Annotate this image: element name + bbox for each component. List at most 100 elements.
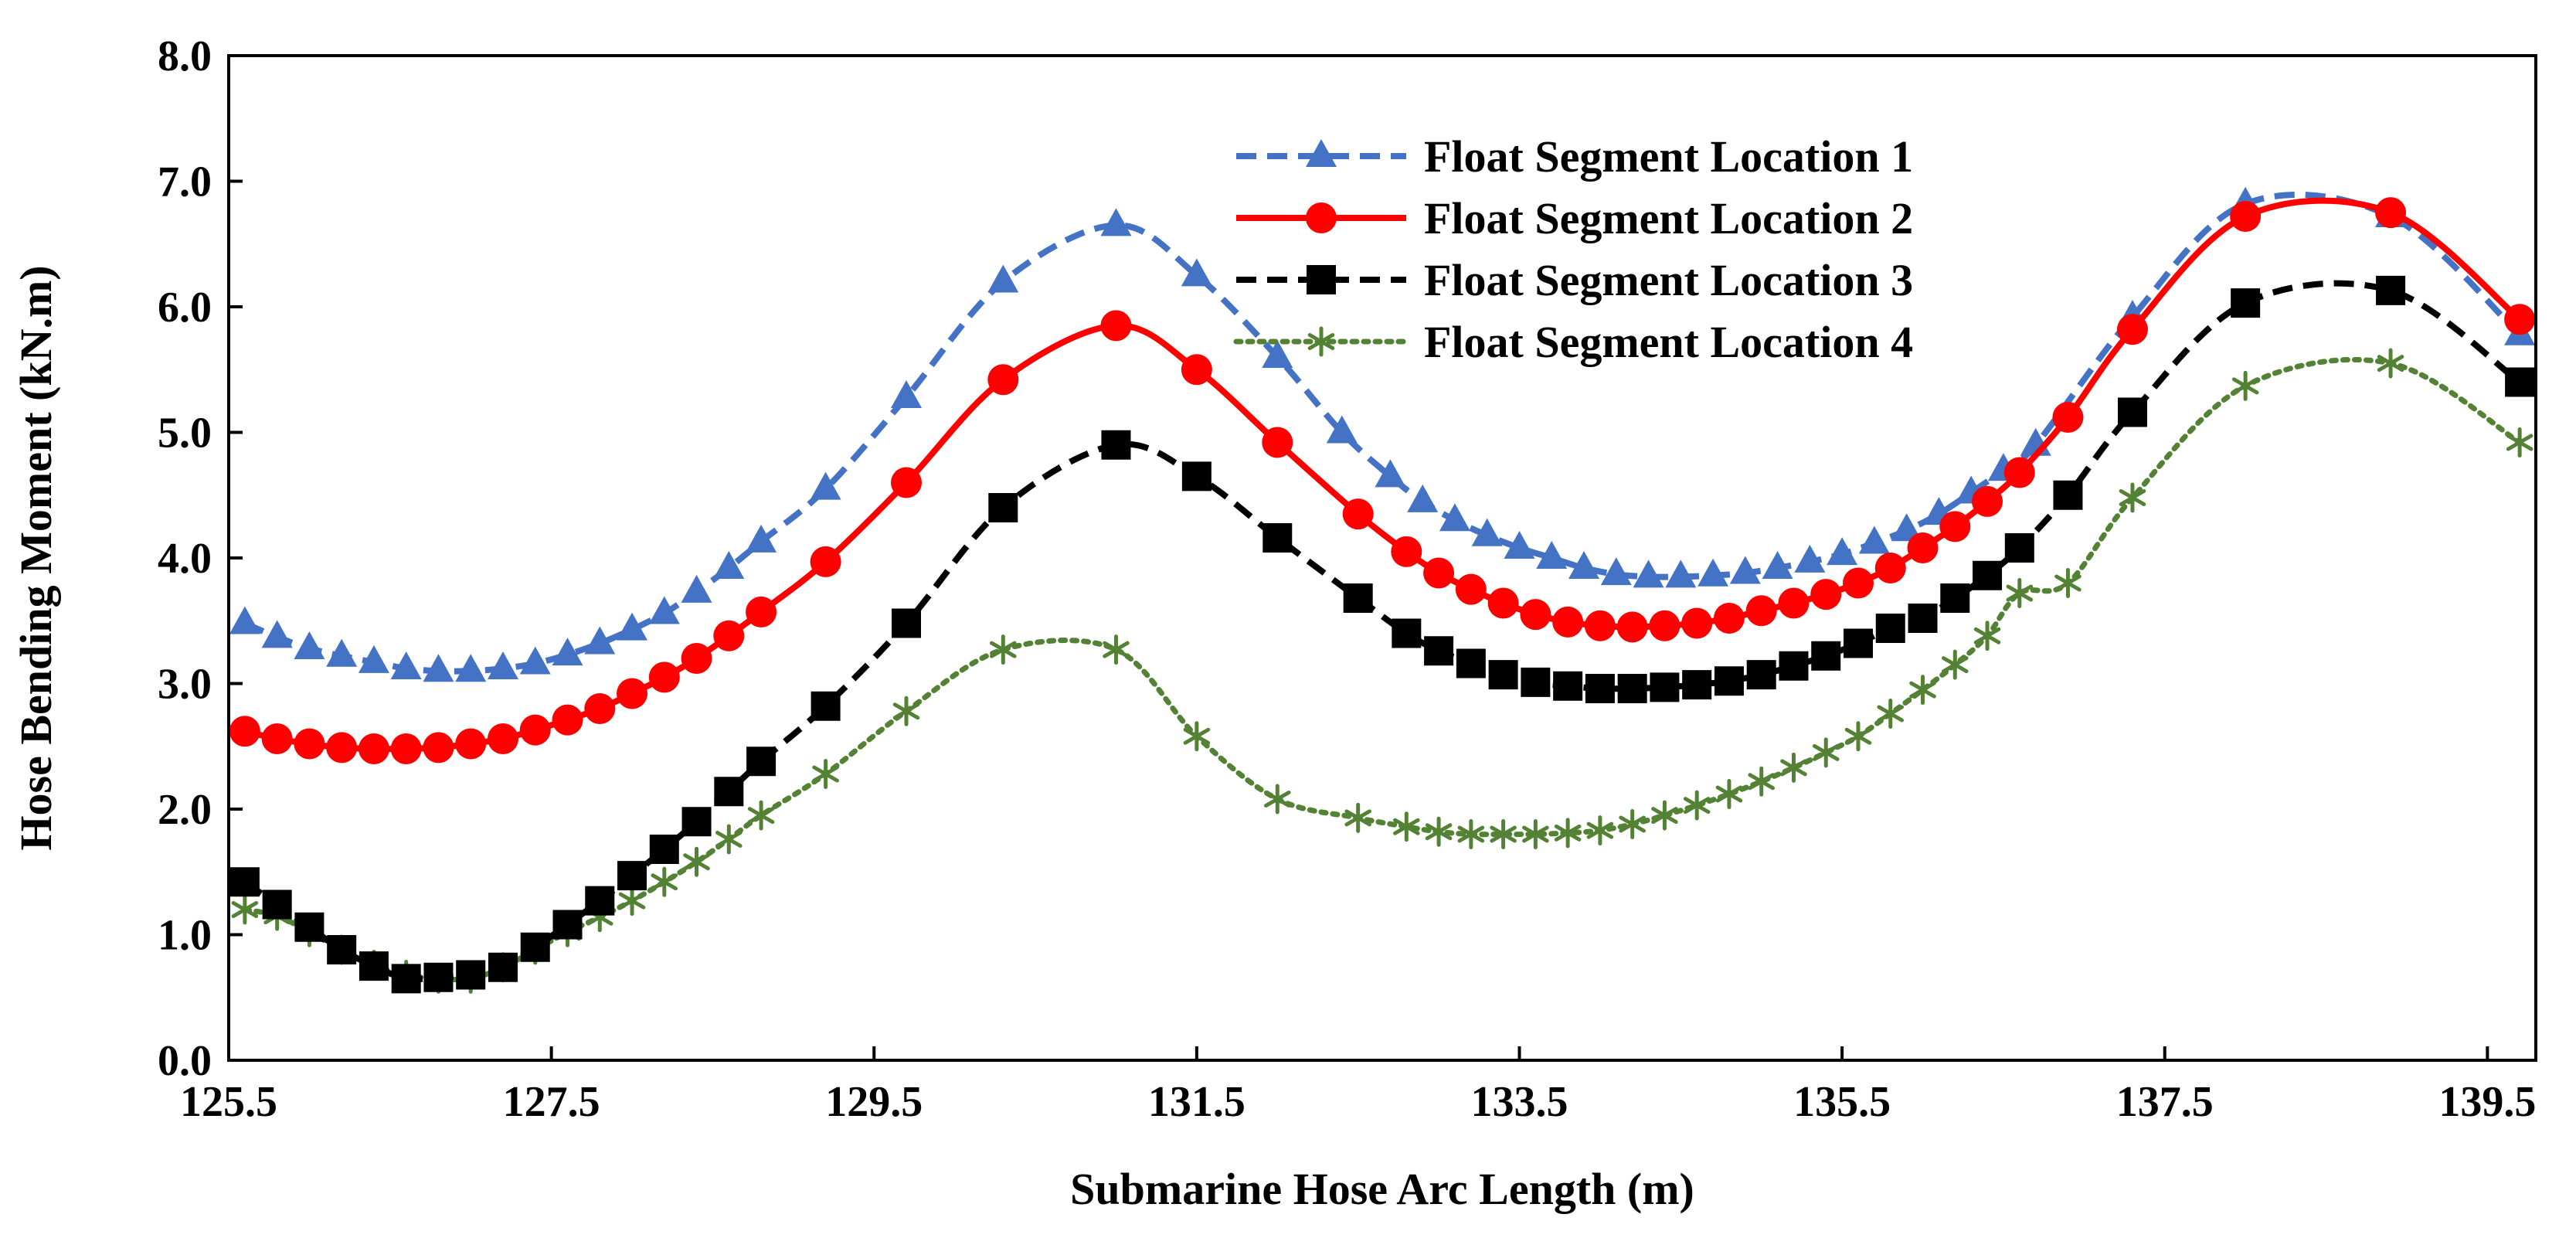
x-tick-label: 127.5 — [503, 1078, 600, 1126]
y-tick-label: 5.0 — [158, 410, 212, 457]
series-1-marker — [1633, 559, 1664, 588]
series-2-marker — [1842, 567, 1874, 599]
series-4-marker-stroke — [1973, 627, 2001, 645]
series-4-marker — [231, 894, 259, 925]
series-2-marker — [1810, 579, 1842, 610]
series-1-marker — [1439, 503, 1470, 532]
series-3-marker — [585, 886, 615, 916]
series-4-marker — [1780, 752, 1807, 783]
series-4-marker — [2054, 568, 2082, 598]
series-4-marker — [1941, 649, 1969, 680]
series-2-marker — [1584, 610, 1616, 641]
legend-label: Float Segment Location 4 — [1424, 317, 1913, 367]
x-tick-label: 129.5 — [825, 1078, 923, 1126]
series-1-marker — [1536, 541, 1568, 569]
series-4-marker-stroke — [1183, 727, 1211, 745]
series-4-marker — [1490, 819, 1517, 849]
series-3-marker — [2053, 480, 2083, 510]
series-3-marker — [681, 807, 712, 837]
series-4-marker-stroke — [1344, 809, 1371, 827]
y-tick-label: 4.0 — [158, 535, 212, 583]
series-1-marker — [552, 638, 583, 666]
series-3-marker — [552, 910, 583, 940]
series-4-marker — [1344, 802, 1371, 833]
series-4-marker-stroke — [651, 873, 678, 891]
series-4-marker — [683, 846, 710, 877]
series-2-marker — [487, 723, 518, 754]
legend-entry-3: Float Segment Location 3 — [1236, 255, 1913, 305]
series-2-marker — [1342, 498, 1374, 530]
series-1-marker — [1471, 518, 1503, 546]
series-4-marker — [618, 886, 646, 917]
series-1-marker — [713, 551, 745, 579]
legend-entry-1: Float Segment Location 1 — [1236, 131, 1913, 182]
series-4-marker-stroke — [2054, 574, 2082, 592]
series-4-marker — [2377, 348, 2404, 379]
series-3-marker — [746, 747, 777, 777]
series-3-marker — [649, 835, 679, 864]
series-3-marker — [1553, 671, 1583, 701]
series-1-marker — [1504, 531, 1535, 559]
series-1-marker — [294, 631, 325, 659]
series-3-marker — [1456, 648, 1486, 679]
series-4-marker — [1457, 819, 1485, 849]
series-3-marker — [1101, 430, 1131, 460]
series-1-marker — [1858, 525, 1890, 554]
series-3-marker — [359, 951, 389, 981]
y-tick-label: 3.0 — [158, 661, 212, 709]
series-3-marker — [1746, 660, 1776, 690]
x-tick-label: 139.5 — [2438, 1078, 2536, 1126]
series-4-marker — [2231, 370, 2259, 401]
series-2-marker — [1972, 485, 2003, 517]
series-2-marker — [1391, 536, 1422, 567]
series-4-marker — [1522, 819, 1549, 849]
series-4-marker — [1586, 815, 1614, 846]
legend-label: Float Segment Location 1 — [1424, 131, 1913, 182]
series-1-marker — [455, 654, 487, 682]
series-1-marker — [1729, 556, 1761, 584]
series-4-marker — [747, 800, 775, 831]
series-3-marker — [1843, 628, 1873, 658]
series-4-marker-stroke — [812, 765, 839, 783]
series-2-marker — [648, 662, 680, 693]
series-2-marker — [2052, 402, 2084, 433]
series-4-marker — [1393, 811, 1420, 842]
series-4-marker-stroke — [2377, 355, 2404, 372]
series-3 — [229, 275, 2535, 994]
y-axis-ticks: 0.0 1.0 2.0 3.0 4.0 5.0 6.0 7.0 8.0 — [158, 32, 243, 1085]
series-1-marker — [487, 651, 518, 679]
series-4-marker-stroke — [1554, 824, 1582, 842]
series-2-marker — [987, 364, 1019, 396]
series-1-marker — [648, 596, 680, 624]
series-4-marker — [2506, 427, 2534, 457]
series-2-marker — [746, 596, 777, 628]
series-4-marker-stroke — [618, 892, 646, 910]
series-2-marker — [617, 678, 648, 709]
series-4-marker-stroke — [1780, 759, 1807, 777]
y-tick-label: 1.0 — [158, 912, 212, 960]
series-3-marker — [1617, 674, 1647, 703]
series-1-marker — [326, 638, 358, 667]
series-4-marker — [1683, 790, 1711, 821]
plot-marks — [229, 186, 2536, 994]
series-2-marker — [1616, 611, 1648, 643]
series-3-marker — [2117, 397, 2147, 427]
series-4-marker-stroke — [1748, 773, 1775, 791]
series-4-marker-stroke — [1619, 815, 1646, 833]
series-4-marker — [715, 824, 743, 855]
y-tick-label: 8.0 — [158, 32, 212, 80]
series-4-marker-stroke — [1683, 797, 1711, 815]
series-1-marker — [261, 620, 293, 648]
series-3-marker — [811, 691, 841, 721]
series-2-marker — [2230, 201, 2262, 232]
series-4-marker-stroke — [1812, 743, 1840, 761]
series-1-marker — [519, 646, 551, 675]
series-4-marker-stroke — [2119, 489, 2146, 506]
series-1-marker — [1407, 484, 1439, 512]
x-tick-label: 125.5 — [180, 1078, 277, 1126]
series-4-marker-stroke — [747, 807, 775, 825]
series-2-marker — [1874, 553, 1906, 583]
series-1-marker — [229, 606, 260, 634]
series-2-marker — [1262, 427, 1293, 458]
series-4-marker — [1619, 809, 1646, 839]
